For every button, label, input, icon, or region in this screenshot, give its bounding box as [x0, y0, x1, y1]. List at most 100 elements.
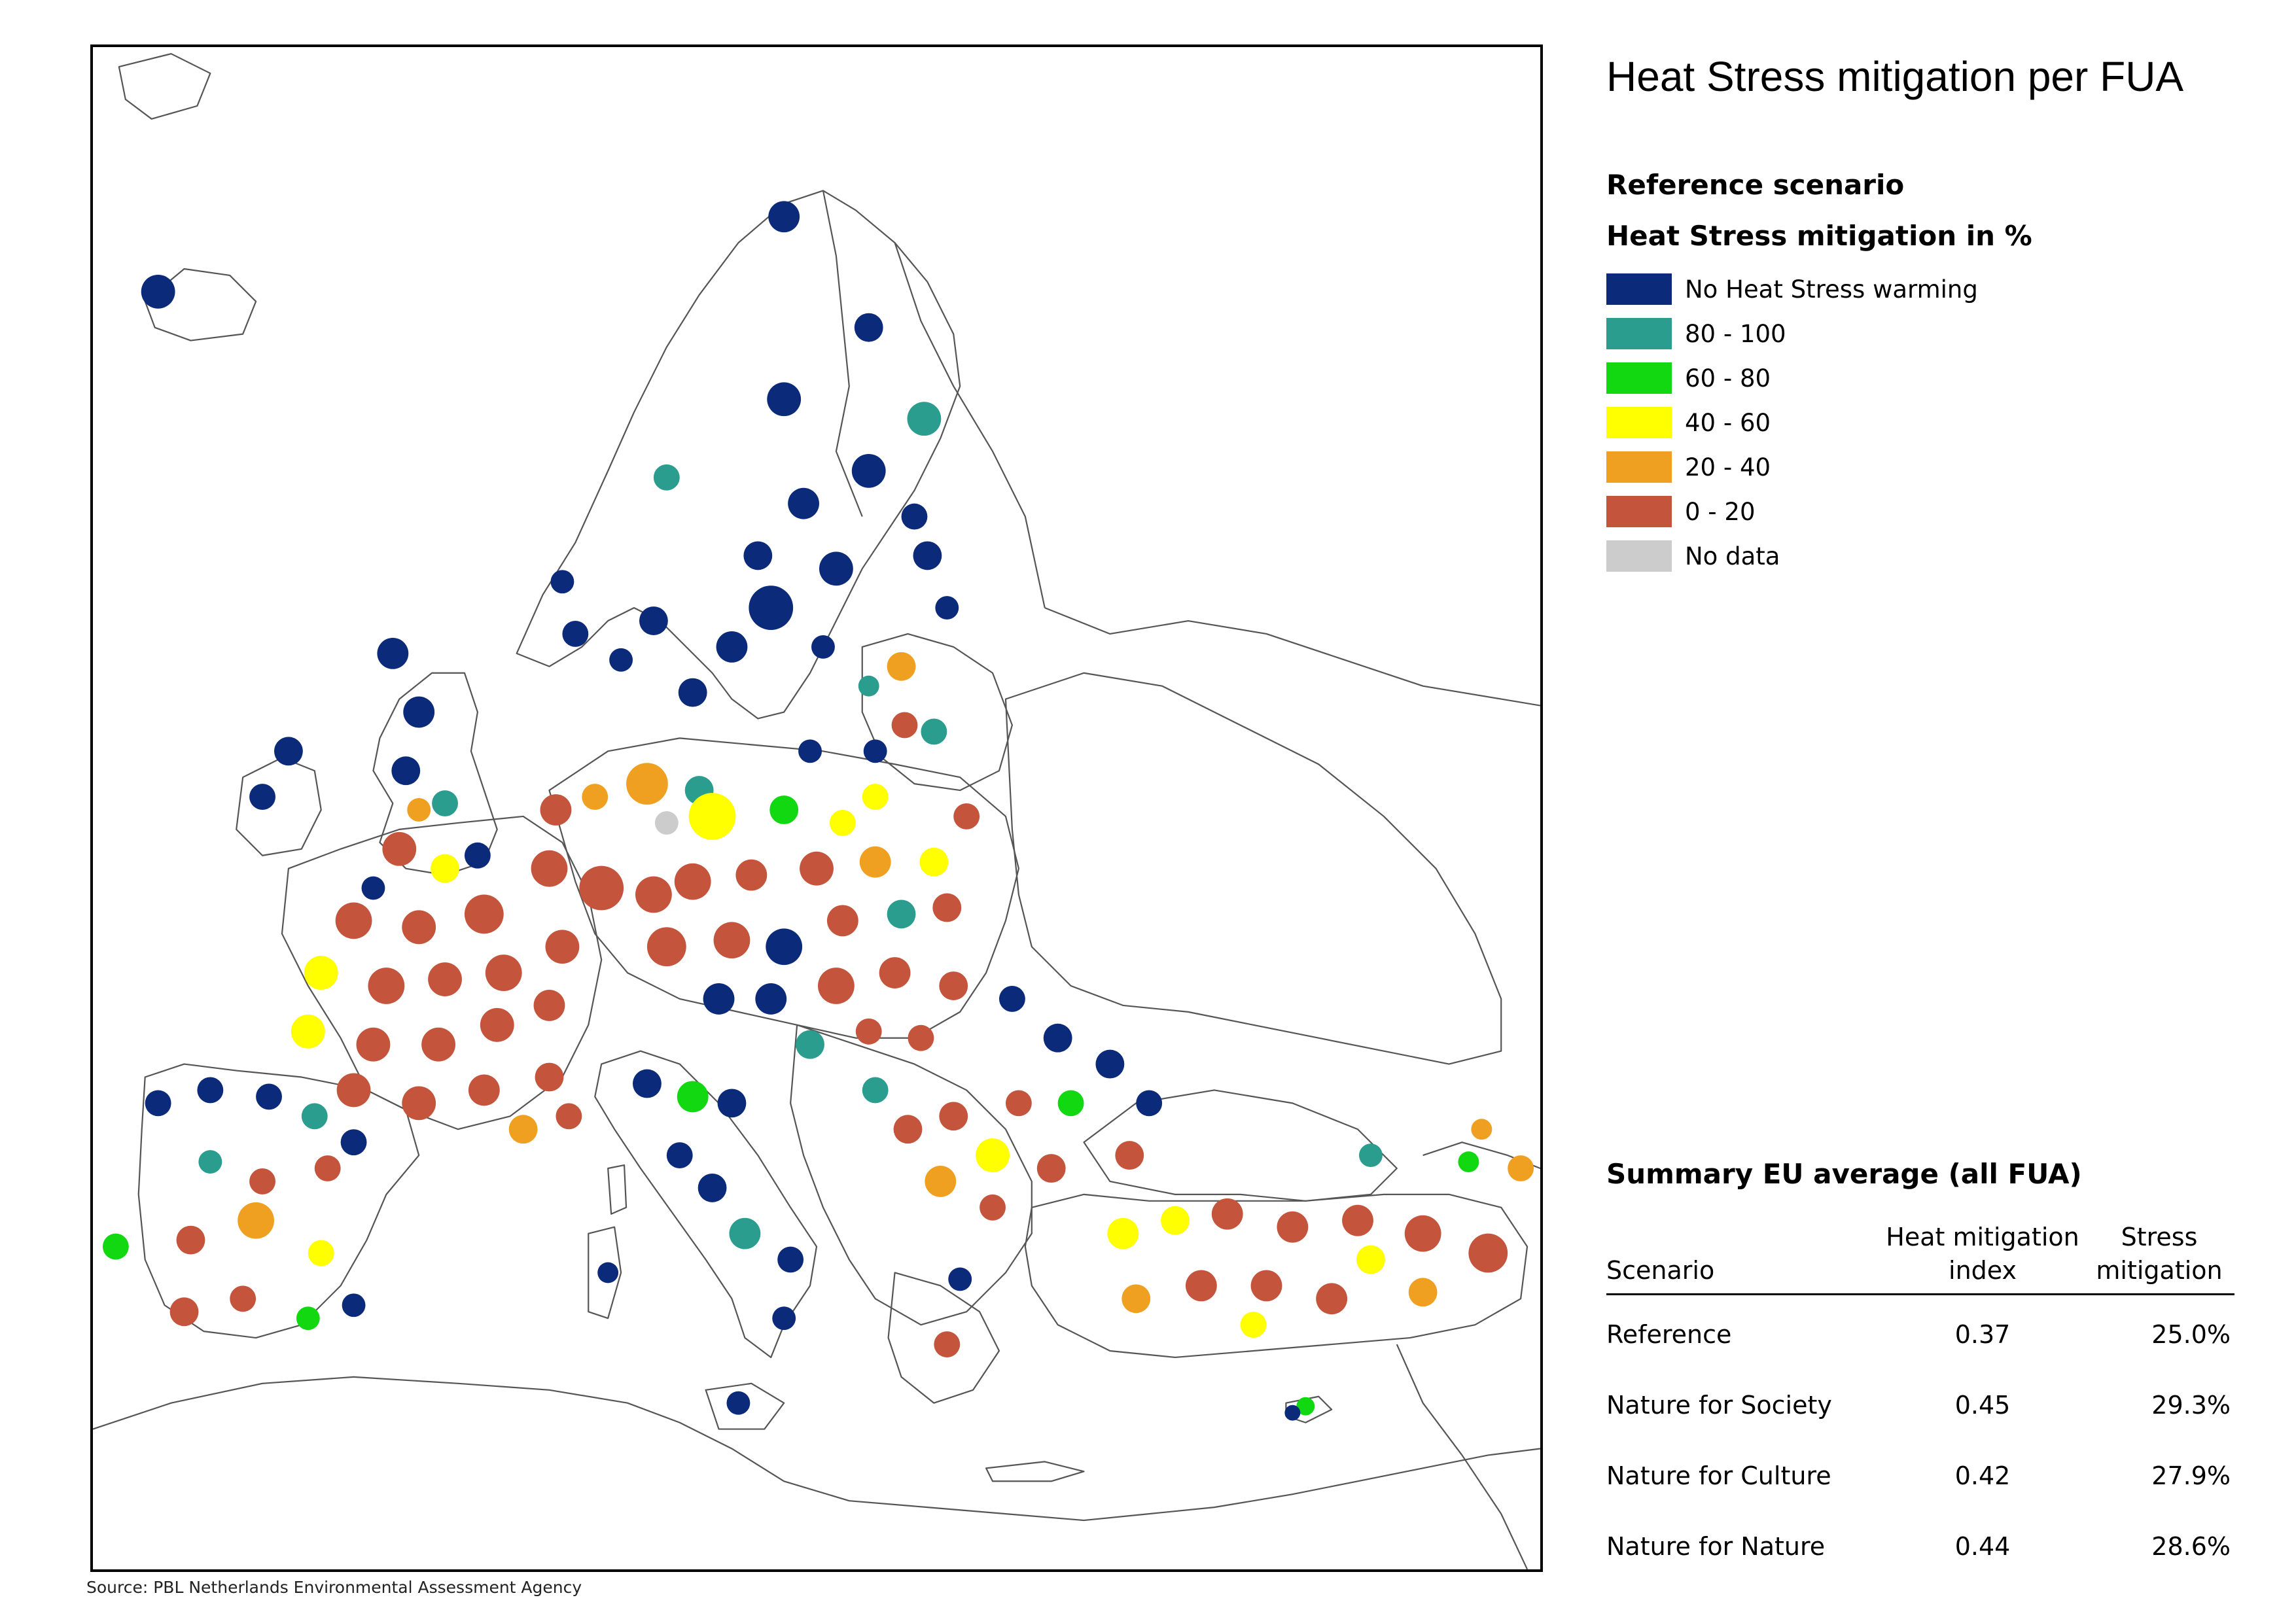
fua-marker	[249, 784, 275, 810]
fua-marker	[826, 905, 858, 937]
fua-marker	[717, 1089, 747, 1118]
summary-table: Scenario Heat mitigation index Stress mi…	[1606, 1221, 2234, 1582]
fua-marker	[579, 865, 624, 911]
legend-label: 40 - 60	[1685, 408, 1771, 437]
fua-marker	[102, 1233, 129, 1260]
fua-marker	[703, 983, 735, 1015]
fua-marker	[735, 859, 768, 891]
fua-marker	[858, 675, 879, 697]
fua-marker	[308, 1240, 334, 1266]
fua-marker	[336, 1073, 371, 1108]
legend-item-60-80: 60 - 80	[1606, 356, 1978, 400]
fua-marker	[800, 851, 834, 886]
fua-marker	[980, 1194, 1006, 1221]
fua-marker	[582, 784, 609, 810]
fua-marker	[485, 954, 522, 991]
fua-marker	[535, 1062, 564, 1092]
legend-label: 80 - 100	[1685, 319, 1786, 348]
fua-marker	[891, 712, 918, 739]
fua-marker	[335, 902, 372, 939]
fua-marker	[769, 795, 799, 824]
legend-item-20-40: 20 - 40	[1606, 445, 1978, 489]
ireland-outline	[236, 757, 322, 856]
fua-marker	[1161, 1206, 1190, 1235]
scenario-cell: Reference	[1606, 1319, 1732, 1349]
fua-marker	[798, 739, 822, 763]
fua-marker	[819, 551, 853, 586]
fua-marker	[939, 971, 968, 1000]
fua-marker	[1043, 1023, 1072, 1053]
fua-marker	[934, 1331, 961, 1357]
fua-marker	[688, 793, 736, 840]
russia-border	[1044, 607, 1540, 707]
eastern-europe-outline	[1004, 672, 1502, 1065]
table-row: Nature for Nature 0.44 28.6%	[1606, 1511, 2234, 1582]
middle-east-border	[1396, 1344, 1528, 1569]
fua-marker	[976, 1138, 1010, 1172]
fua-marker	[855, 1018, 882, 1045]
fua-marker	[862, 784, 889, 810]
fua-marker	[1356, 1245, 1385, 1274]
fua-marker	[635, 876, 672, 913]
fua-marker	[998, 986, 1025, 1012]
fua-marker	[141, 274, 175, 309]
fua-marker	[743, 541, 773, 570]
fua-marker	[851, 453, 886, 488]
fua-marker	[1185, 1270, 1217, 1302]
fua-marker	[407, 798, 431, 822]
fua-marker	[666, 1142, 693, 1169]
fua-marker	[749, 585, 794, 630]
fua-marker	[533, 989, 565, 1021]
fua-marker	[421, 1027, 455, 1062]
fua-marker	[654, 811, 679, 835]
fua-marker	[403, 696, 435, 728]
fua-marker	[609, 648, 633, 672]
great-britain-outline	[372, 672, 498, 876]
baltic-outline	[861, 633, 1014, 792]
fua-marker	[646, 927, 686, 967]
fua-marker	[508, 1115, 538, 1144]
fua-marker	[862, 1077, 889, 1104]
fua-marker	[901, 503, 928, 530]
black-sea-outline	[1083, 1089, 1398, 1202]
finland-russia-border	[894, 242, 1046, 608]
fua-marker	[391, 756, 421, 786]
legend-swatch	[1606, 496, 1672, 527]
fua-marker	[432, 790, 458, 816]
fua-marker	[854, 313, 883, 342]
fua-marker	[626, 763, 668, 805]
legend-swatch	[1606, 273, 1672, 305]
scenario-cell: Nature for Society	[1606, 1390, 1832, 1420]
north-africa-outline	[93, 1376, 1540, 1522]
fua-marker	[1036, 1154, 1066, 1183]
turkey-outline	[1024, 1193, 1528, 1359]
legend-item-80-100: 80 - 100	[1606, 311, 1978, 356]
summary-header-row: Scenario Heat mitigation index Stress mi…	[1606, 1221, 2234, 1295]
sweden-finland-border	[822, 190, 863, 517]
greece-outline	[887, 1272, 1000, 1404]
fua-marker	[377, 637, 409, 669]
fua-marker	[198, 1150, 222, 1174]
fua-marker	[887, 652, 916, 681]
table-row: Nature for Culture 0.42 27.9%	[1606, 1440, 2234, 1511]
fua-marker	[540, 794, 572, 826]
fua-marker	[1342, 1204, 1373, 1236]
fua-marker	[633, 1069, 662, 1098]
fua-marker	[653, 464, 680, 491]
legend-item-0-20: 0 - 20	[1606, 489, 1978, 534]
fua-marker	[713, 922, 751, 959]
legend-label: No data	[1685, 542, 1780, 570]
fua-marker	[274, 737, 303, 766]
legend-label: 60 - 80	[1685, 364, 1771, 393]
stress-cell: 27.9%	[2151, 1461, 2231, 1490]
fua-marker	[1296, 1397, 1315, 1416]
fua-marker	[1005, 1090, 1032, 1117]
fua-marker	[230, 1285, 256, 1312]
fua-marker	[639, 606, 668, 635]
legend-item-no-warming: No Heat Stress warming	[1606, 267, 1978, 311]
legend-swatch	[1606, 407, 1672, 438]
fua-marker	[314, 1155, 341, 1181]
legend-swatch	[1606, 540, 1672, 572]
fua-marker	[238, 1202, 274, 1239]
fua-marker	[908, 1024, 934, 1051]
